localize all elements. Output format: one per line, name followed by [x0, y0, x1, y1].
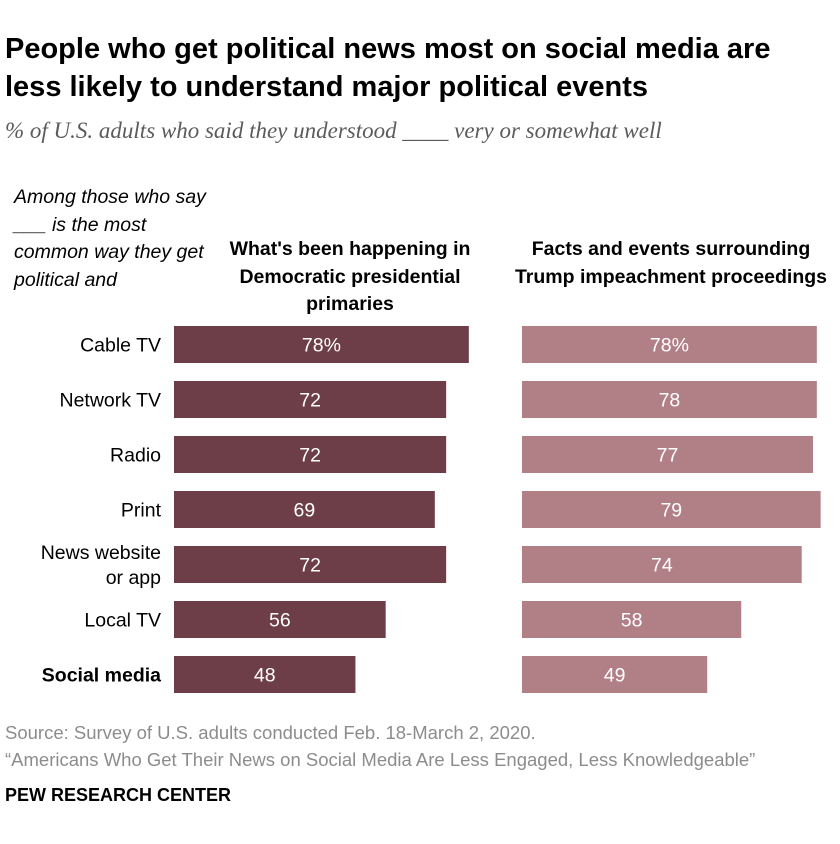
category-label: Local TV: [84, 610, 161, 632]
bar: [522, 601, 742, 638]
bar-value-label: 79: [660, 500, 682, 522]
category-label: Radio: [110, 445, 161, 467]
bar-value-label: 58: [621, 610, 643, 632]
category-label: News website or app: [41, 542, 161, 589]
category-label: Print: [121, 500, 162, 522]
bar: [522, 381, 817, 418]
bar: [174, 546, 447, 583]
bar-value-label: 69: [294, 500, 316, 522]
bar-value-label: 78: [659, 390, 681, 412]
series-header-impeachment: Facts and events surrounding Trump impea…: [514, 238, 828, 288]
chart-subtitle: % of U.S. adults who said they understoo…: [5, 118, 662, 143]
bar-value-label: 78%: [302, 335, 341, 357]
bar: [522, 546, 802, 583]
series-header-primaries: What's been happening in Democratic pres…: [229, 238, 471, 315]
bar: [174, 491, 435, 528]
chart-title: People who get political news most on so…: [5, 33, 771, 103]
source-note: Source: Survey of U.S. adults conducted …: [5, 722, 536, 743]
bar-value-label: 72: [299, 390, 321, 412]
bar: [174, 326, 469, 363]
report-title: “Americans Who Get Their News on Social …: [5, 749, 756, 770]
bar-value-label: 48: [254, 665, 276, 687]
bar: [522, 656, 708, 693]
bar-value-label: 74: [651, 555, 673, 577]
category-label: Social media: [42, 665, 161, 687]
bar-value-label: 49: [604, 665, 626, 687]
bar: [174, 656, 356, 693]
category-label: Network TV: [60, 390, 162, 412]
category-label: Cable TV: [80, 335, 161, 357]
bar-value-label: 72: [299, 555, 321, 577]
bar: [174, 436, 447, 473]
bar: [522, 491, 821, 528]
organization-name: PEW RESEARCH CENTER: [5, 785, 232, 805]
bar: [522, 436, 814, 473]
bar-value-label: 78%: [650, 335, 689, 357]
bar-value-label: 56: [269, 610, 291, 632]
bar: [174, 601, 386, 638]
bar-value-label: 72: [299, 445, 321, 467]
bar: [174, 381, 447, 418]
bar: [522, 326, 817, 363]
group-note: Among those who say ___ is the most comm…: [14, 186, 206, 291]
bar-value-label: 77: [657, 445, 679, 467]
